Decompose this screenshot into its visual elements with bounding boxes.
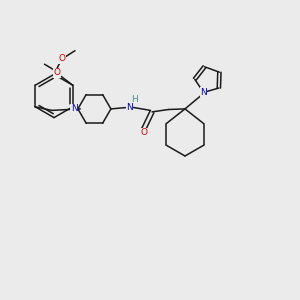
Text: N: N (71, 104, 78, 113)
Text: O: O (140, 128, 147, 137)
Text: N: N (126, 103, 133, 112)
Text: O: O (54, 68, 61, 77)
Text: N: N (200, 88, 207, 97)
Text: O: O (59, 54, 66, 63)
Text: H: H (131, 94, 138, 103)
